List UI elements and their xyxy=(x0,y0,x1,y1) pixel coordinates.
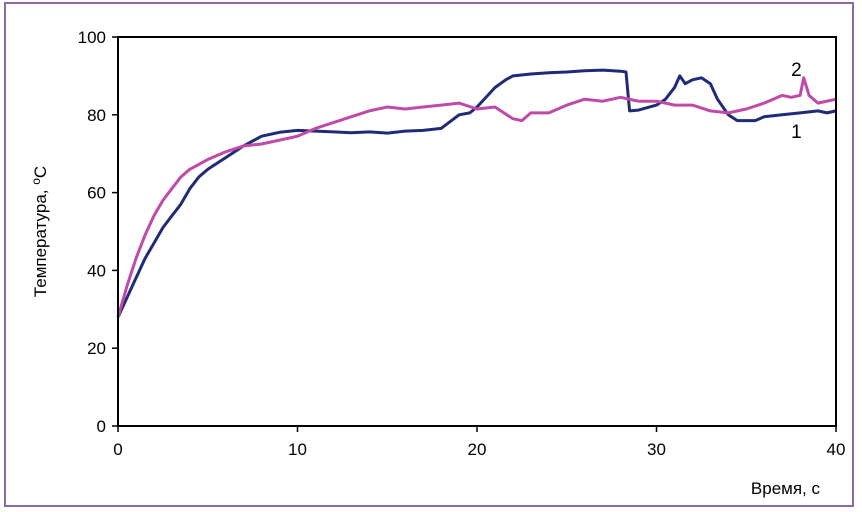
y-tick-label: 60 xyxy=(87,184,106,203)
y-axis-label: Температура, oC xyxy=(29,166,50,297)
plot-area xyxy=(117,36,837,427)
y-tick-label: 100 xyxy=(78,28,106,47)
y-tick-label: 40 xyxy=(87,261,106,280)
x-tick-label: 30 xyxy=(647,440,666,459)
x-tick-label: 20 xyxy=(468,440,487,459)
y-tick-label: 80 xyxy=(87,106,106,125)
y-axis-label-degree: o xyxy=(29,178,43,185)
x-axis-label: Время, с xyxy=(751,479,821,498)
series-lines xyxy=(116,68,837,318)
y-axis-label-unit: C xyxy=(31,166,50,178)
y-tick-label: 0 xyxy=(97,417,106,436)
axis-ticks: 0 20 40 60 80 100 0 10 20 30 40 xyxy=(78,28,846,459)
x-tick-label: 40 xyxy=(827,440,846,459)
x-tick-label: 0 xyxy=(113,440,122,459)
series-line-2 xyxy=(116,76,837,318)
y-tick-label: 20 xyxy=(87,339,106,358)
y-axis-label-text: Температура, xyxy=(31,185,50,297)
series-label-2: 2 xyxy=(791,60,802,81)
series-labels: 12 xyxy=(791,60,802,143)
x-tick-label: 10 xyxy=(288,440,307,459)
series-label-1: 1 xyxy=(791,122,802,143)
series-line-1 xyxy=(116,68,837,318)
